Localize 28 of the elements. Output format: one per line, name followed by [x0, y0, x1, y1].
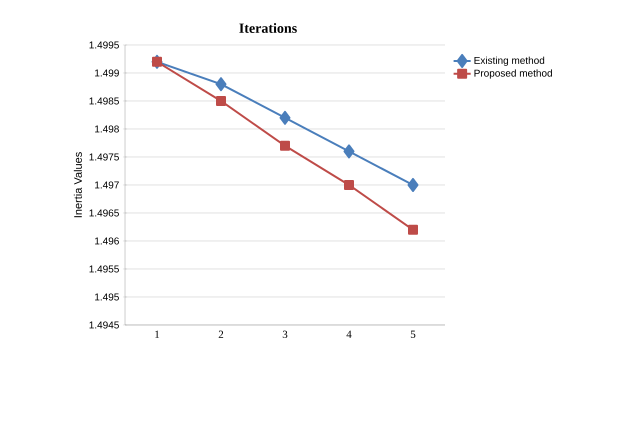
y-tick-label: 1.4955 [90, 265, 119, 273]
y-tick-label: 1.4985 [90, 97, 119, 105]
point [408, 178, 419, 192]
point [216, 96, 226, 106]
point [216, 77, 227, 92]
y-tick-label: 1.498 [95, 125, 119, 133]
chart-title: Iterations [239, 23, 297, 33]
y-tick-label: 1.497 [95, 181, 119, 189]
point [344, 180, 354, 190]
y-tick-label: 1.4995 [90, 41, 119, 49]
x-tick-label: 2 [218, 330, 224, 338]
legend-label: Existing method [474, 56, 544, 66]
legend-label: Proposed method [474, 69, 552, 79]
y-tick-label: 1.496 [95, 237, 119, 245]
y-tick-label: 1.499 [95, 69, 119, 77]
x-tick-label: 3 [282, 330, 288, 338]
x-tick-label: 1 [155, 330, 160, 338]
x-tick-label: 4 [346, 330, 352, 338]
point [344, 144, 355, 158]
y-tick-label: 1.4965 [90, 209, 119, 217]
y-tick-label: 1.4945 [90, 321, 119, 329]
y-tick-label: 1.495 [95, 293, 119, 301]
y-axis-title: Inertia Values [74, 152, 82, 218]
point [280, 140, 290, 151]
point [280, 110, 291, 125]
point [408, 224, 418, 235]
x-tick-label: 5 [410, 330, 416, 338]
y-tick-label: 1.4975 [90, 153, 119, 161]
